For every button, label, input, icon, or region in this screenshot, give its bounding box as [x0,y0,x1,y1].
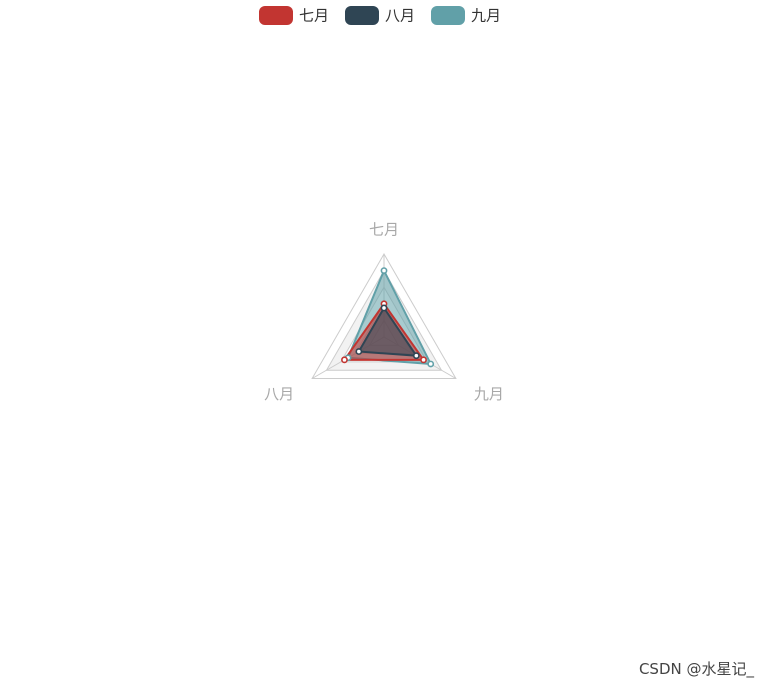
legend-swatch[interactable] [259,6,293,25]
radar-indicator-label: 九月 [474,385,504,403]
chart-legend[interactable]: 七月 八月 九月 [259,6,501,25]
radar-data-point[interactable] [341,356,348,364]
legend-swatch[interactable] [431,6,465,25]
radar-indicator-label: 七月 [369,221,399,239]
legend-item-label[interactable]: 九月 [471,7,501,25]
radar-data-point[interactable] [420,356,427,364]
radar-data-point[interactable] [412,352,420,360]
legend-item-label[interactable]: 七月 [299,7,329,25]
legend-item-label[interactable]: 八月 [385,7,415,25]
radar-series-areas [342,268,433,366]
radar-series-area [357,306,419,357]
watermark-text: CSDN @水星记_ [638,660,754,678]
radar-data-point[interactable] [380,304,388,312]
legend-swatch[interactable] [345,6,379,25]
radar-data-point[interactable] [355,348,363,355]
radar-data-point[interactable] [380,267,388,274]
radar-series-points [341,267,435,368]
radar-data-point[interactable] [427,360,435,368]
radar-indicator-label: 八月 [264,385,294,403]
